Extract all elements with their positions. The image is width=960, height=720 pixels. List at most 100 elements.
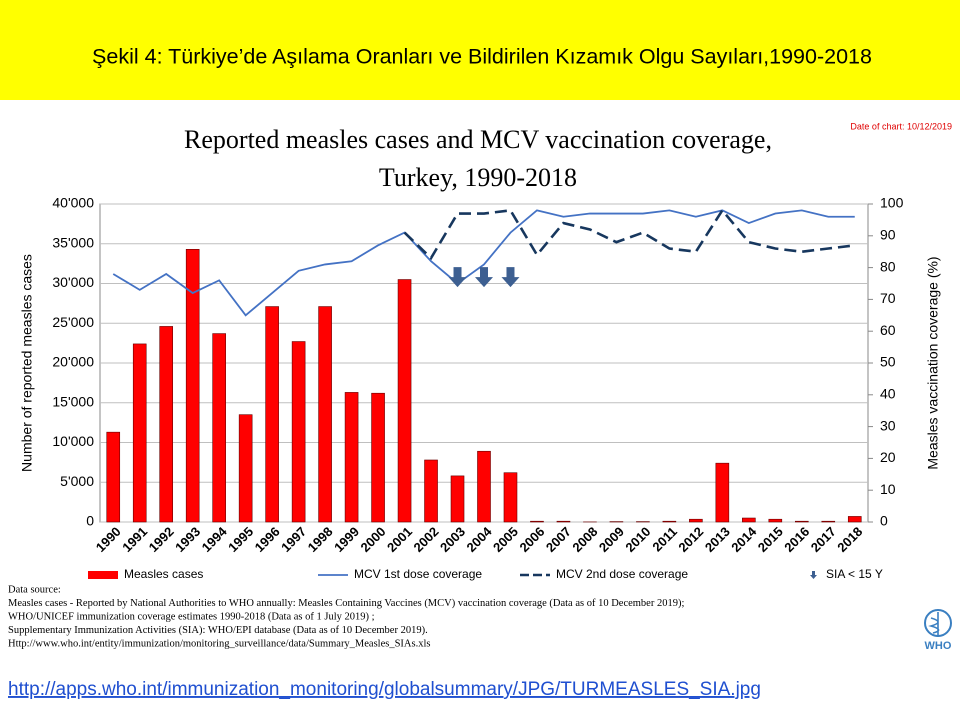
bar: [794, 520, 809, 523]
bar: [689, 518, 703, 523]
x-tick-label: 1995: [225, 524, 256, 555]
bar: [450, 475, 465, 523]
source-line: Measles cases - Reported by National Aut…: [8, 598, 684, 609]
x-tick-label: 1992: [146, 524, 177, 555]
x-tick-label: 2009: [596, 524, 627, 555]
y-tick-label: 0: [86, 513, 94, 529]
bar: [530, 520, 544, 523]
bar: [397, 279, 412, 523]
x-tick-label: 2018: [834, 524, 865, 555]
bar: [291, 341, 306, 523]
bar: [847, 516, 862, 523]
x-tick-label: 2003: [437, 524, 468, 555]
source-line: Http://www.who.int/entity/immunization/m…: [8, 638, 430, 649]
y-tick-label: 15'000: [52, 393, 94, 409]
bar: [424, 459, 438, 523]
x-tick-label: 2002: [411, 524, 442, 555]
bar: [185, 249, 200, 523]
legend-label: Measles cases: [124, 567, 203, 581]
legend-label: SIA < 15 Y: [826, 567, 883, 581]
bar: [477, 450, 491, 523]
x-tick-label: 1993: [172, 524, 203, 555]
y-tick-label: 35'000: [52, 234, 94, 250]
y-tick-label: 40'000: [52, 195, 94, 211]
legend-label: MCV 1st dose coverage: [354, 567, 482, 581]
legend-swatch: [810, 571, 817, 579]
x-tick-label: 2016: [781, 524, 812, 555]
y2-tick-label: 90: [880, 227, 896, 243]
x-tick-label: 1990: [93, 524, 124, 555]
sia-arrow: [448, 267, 467, 288]
header-title: Şekil 4: Türkiye’de Aşılama Oranları ve …: [92, 45, 872, 69]
source-line: WHO/UNICEF immunization coverage estimat…: [8, 611, 375, 622]
x-tick-label: 1996: [252, 524, 283, 555]
y2-tick-label: 0: [880, 513, 888, 529]
bar: [371, 392, 385, 523]
chart-note: Date of chart: 10/12/2019: [850, 121, 952, 131]
chart-title: Reported measles cases and MCV vaccinati…: [184, 125, 772, 154]
sia-arrow: [475, 267, 493, 288]
x-tick-label: 2000: [358, 524, 389, 555]
bar: [556, 520, 571, 523]
legend-label: MCV 2nd dose coverage: [556, 567, 688, 581]
dashed-line: [403, 208, 855, 261]
y2-tick-label: 70: [880, 290, 896, 306]
y-tick-label: 30'000: [52, 274, 94, 290]
bar: [318, 306, 332, 523]
y2-tick-label: 50: [880, 354, 896, 370]
bar: [768, 518, 783, 523]
x-tick-label: 1991: [119, 524, 150, 555]
bar: [715, 462, 730, 523]
x-tick-label: 1994: [199, 523, 231, 555]
x-tick-label: 2006: [516, 524, 547, 555]
sia-arrow: [501, 267, 520, 288]
bar: [821, 520, 836, 523]
y-tick-label: 5'000: [60, 473, 94, 489]
y-tick-label: 25'000: [52, 314, 94, 330]
x-tick-label: 1999: [331, 524, 362, 555]
x-tick-label: 2015: [755, 524, 786, 555]
x-tick-label: 1997: [278, 524, 309, 555]
y-tick-label: 20'000: [52, 354, 94, 370]
y2-tick-label: 60: [880, 322, 896, 338]
legend-swatch: [88, 571, 118, 579]
who-logo: WHO: [924, 609, 952, 652]
x-tick-label: 2012: [675, 524, 706, 555]
link[interactable]: http://apps.who.int/immunization_monitor…: [8, 679, 761, 700]
chart-title: Turkey, 1990-2018: [379, 163, 577, 192]
bar: [238, 414, 253, 523]
x-tick-label: 2017: [808, 524, 839, 555]
header-band: [0, 0, 960, 100]
x-tick-label: 2005: [490, 524, 521, 555]
y2-tick-label: 40: [880, 386, 896, 402]
bar: [212, 333, 226, 523]
x-tick-label: 2011: [649, 524, 680, 555]
x-tick-label: 2014: [728, 523, 760, 555]
x-tick-label: 2010: [622, 524, 653, 555]
source-line: Supplementary Immunization Activities (S…: [8, 625, 428, 636]
line: [112, 209, 855, 317]
x-tick-label: 2013: [702, 524, 733, 555]
x-tick-label: 2004: [463, 523, 495, 555]
logo-staff: [928, 612, 940, 635]
bar: [742, 517, 756, 523]
x-tick-label: 2008: [569, 524, 600, 555]
logo-text: WHO: [925, 640, 952, 652]
bar: [344, 392, 359, 523]
y2-tick-label: 100: [880, 195, 904, 211]
y2-tick-label: 80: [880, 258, 896, 274]
y2-tick-label: 30: [880, 417, 896, 433]
source-line: Data source:: [8, 584, 61, 595]
x-tick-label: 1998: [305, 524, 336, 555]
y2-axis-label: Measles vaccination coverage (%): [925, 256, 941, 469]
y-tick-label: 10'000: [52, 433, 94, 449]
bar: [106, 431, 121, 523]
x-tick-label: 2007: [543, 524, 574, 555]
y2-tick-label: 10: [880, 481, 896, 497]
bar: [132, 343, 147, 523]
link-text[interactable]: http://apps.who.int/immunization_monitor…: [8, 679, 761, 700]
y-axis-label: Number of reported measles cases: [19, 254, 35, 472]
bar: [265, 306, 279, 523]
